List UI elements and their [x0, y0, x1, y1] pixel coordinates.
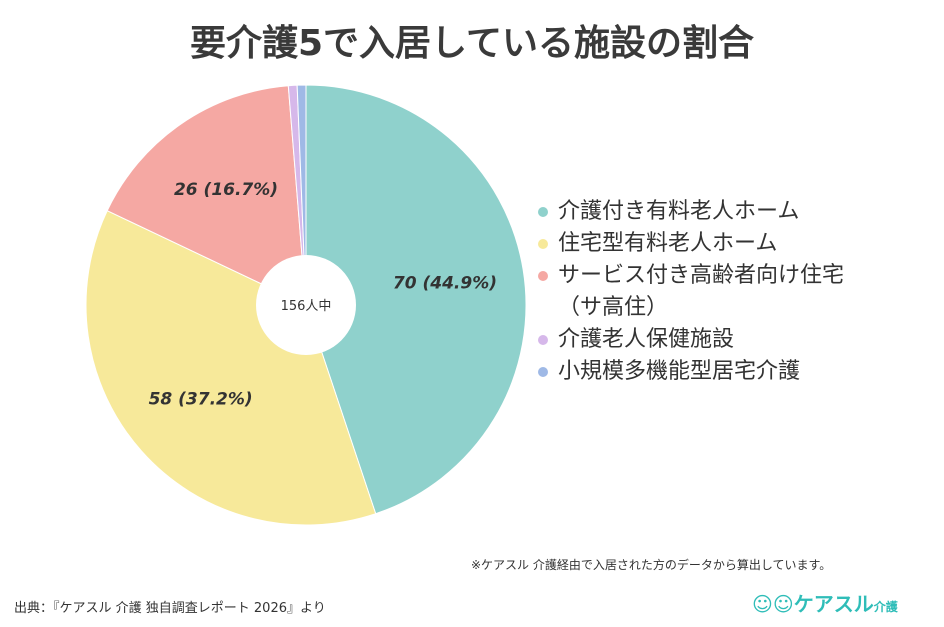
footnote: ※ケアスル 介護経由で入居された方のデータから算出しています。 [471, 558, 832, 572]
donut-hole [256, 255, 356, 355]
pie-slice [106, 85, 307, 306]
legend-label: 介護老人保健施設 [558, 327, 735, 352]
legend-label: 住宅型有料老人ホーム [558, 231, 778, 256]
data-label: 26 (16.7%) [174, 180, 278, 200]
legend-item: 小規模多機能型居宅介護 [538, 356, 844, 388]
legend-item: サービス付き高齢者向け住宅 （サ高住） [538, 260, 844, 324]
logo-subtext: 介護 [873, 600, 898, 614]
legend-swatch [538, 207, 548, 217]
legend-item: 介護付き有料老人ホーム [538, 196, 844, 228]
legend-swatch [538, 271, 548, 281]
data-label: 58 (37.2%) [149, 389, 253, 409]
pie-slice [85, 210, 377, 526]
logo-text: ケアスル [793, 592, 874, 616]
legend-label: 介護付き有料老人ホーム [558, 199, 800, 224]
legend-item: 住宅型有料老人ホーム [538, 228, 844, 260]
pie-slice [296, 84, 307, 306]
legend-item: 介護老人保健施設 [538, 324, 844, 356]
legend-label: サービス付き高齢者向け住宅 [558, 263, 845, 288]
legend-swatch [538, 335, 548, 345]
legend-swatch [538, 367, 548, 377]
legend-swatch [538, 239, 548, 249]
legend-label: 小規模多機能型居宅介護 [558, 359, 801, 384]
legend: 介護付き有料老人ホーム 住宅型有料老人ホーム サービス付き高齢者向け住宅 （サ高住… [538, 196, 844, 388]
data-label: 70 (44.9%) [393, 273, 497, 293]
pie-slice [305, 84, 527, 515]
logo-face-icon: ☺☺ [752, 592, 794, 616]
legend-label: （サ高住） [558, 295, 669, 320]
brand-logo: ☺☺ケアスル介護 [752, 588, 898, 617]
chart-title: 要介護5で入居している施設の割合 [190, 23, 754, 64]
source-citation: 出典：『ケアスル 介護 独自調査レポート 2026』より [14, 601, 326, 616]
center-label: 156人中 [281, 299, 332, 314]
